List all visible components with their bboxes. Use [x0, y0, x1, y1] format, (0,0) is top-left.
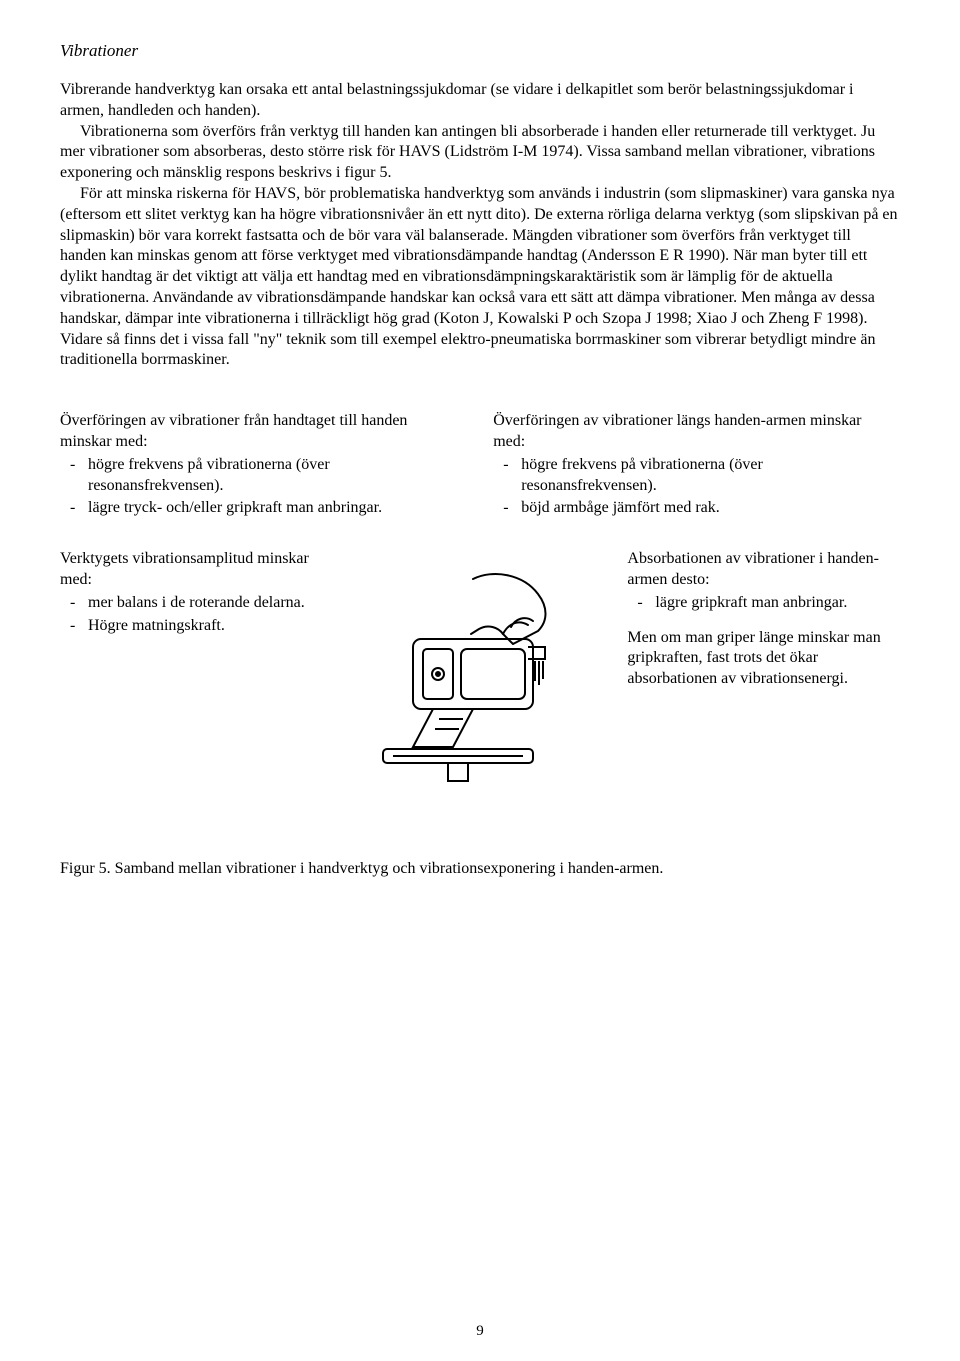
- block-title: Överföringen av vibrationer från handtag…: [60, 411, 453, 453]
- paragraph-2: Vibrationerna som överförs från verktyg …: [60, 122, 900, 184]
- block-list: lägre gripkraft man anbringar.: [627, 593, 900, 614]
- figure-block-bottom-right: Absorbationen av vibrationer i handen-ar…: [627, 549, 900, 690]
- figure-bottom-right: Absorbationen av vibrationer i handen-ar…: [613, 549, 900, 720]
- block-list: högre frekvens på vibrationerna (över re…: [493, 455, 866, 519]
- block-title: Verktygets vibrationsamplitud minskar me…: [60, 549, 333, 591]
- block-list: högre frekvens på vibrationerna (över re…: [60, 455, 453, 519]
- list-item: högre frekvens på vibrationerna (över re…: [60, 455, 453, 497]
- figure-left-column: Överföringen av vibrationer från handtag…: [60, 411, 463, 549]
- figure-5-section: Överföringen av vibrationer från handtag…: [60, 411, 900, 799]
- figure-block-top-left: Överföringen av vibrationer från handtag…: [60, 411, 453, 519]
- list-item: lägre tryck- och/eller gripkraft man anb…: [60, 498, 453, 519]
- section-heading: Vibrationer: [60, 40, 900, 62]
- figure-illustration: [333, 549, 614, 799]
- figure-bottom-left: Verktygets vibrationsamplitud minskar me…: [60, 549, 333, 666]
- list-item: lägre gripkraft man anbringar.: [627, 593, 900, 614]
- block-title: Absorbationen av vibrationer i handen-ar…: [627, 549, 900, 591]
- list-item: Högre matningskraft.: [60, 616, 333, 637]
- page-number: 9: [0, 1322, 960, 1342]
- list-item: högre frekvens på vibrationerna (över re…: [493, 455, 866, 497]
- figure-block-bottom-left: Verktygets vibrationsamplitud minskar me…: [60, 549, 333, 636]
- figure-caption: Figur 5. Samband mellan vibrationer i ha…: [60, 859, 900, 880]
- figure-right-column: Överföringen av vibrationer längs handen…: [463, 411, 866, 549]
- block-list: mer balans i de roterande delarna. Högre…: [60, 593, 333, 637]
- paragraph-1: Vibrerande handverktyg kan orsaka ett an…: [60, 80, 900, 122]
- document-page: Vibrationer Vibrerande handverktyg kan o…: [0, 0, 960, 1361]
- block-tail-text: Men om man griper länge minskar man grip…: [627, 628, 900, 690]
- list-item: mer balans i de roterande delarna.: [60, 593, 333, 614]
- list-item: böjd armbåge jämfört med rak.: [493, 498, 866, 519]
- figure-block-top-right: Överföringen av vibrationer längs handen…: [493, 411, 866, 519]
- power-tool-hand-icon: [333, 549, 614, 789]
- block-title: Överföringen av vibrationer längs handen…: [493, 411, 866, 453]
- paragraph-3: För att minska riskerna för HAVS, bör pr…: [60, 184, 900, 371]
- figure-bottom-row: Verktygets vibrationsamplitud minskar me…: [60, 549, 900, 799]
- body-text: Vibrerande handverktyg kan orsaka ett an…: [60, 80, 900, 371]
